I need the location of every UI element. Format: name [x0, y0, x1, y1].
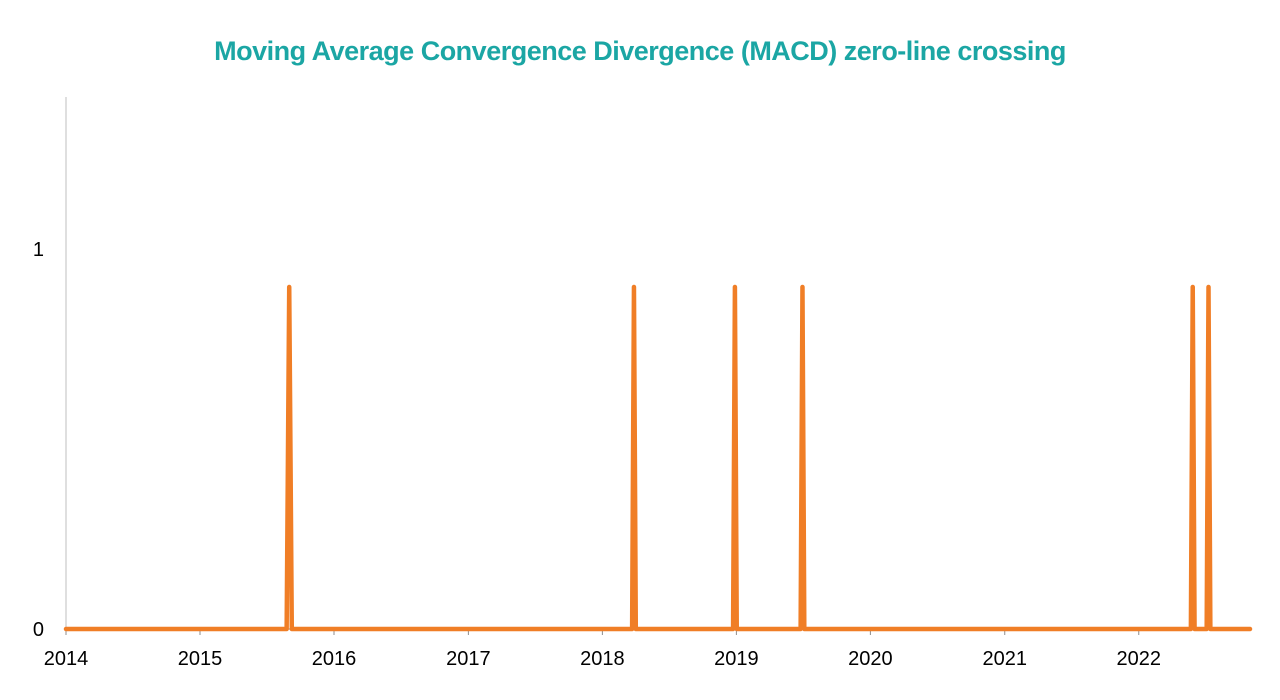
y-axis-ticks: 01 — [33, 239, 44, 641]
x-tick-label: 2020 — [848, 648, 893, 670]
x-tick-label: 2016 — [312, 648, 357, 670]
x-tick-label: 2014 — [44, 648, 89, 670]
y-tick-label: 0 — [33, 619, 44, 641]
x-tick-label: 2017 — [446, 648, 491, 670]
y-tick-label: 1 — [33, 239, 44, 261]
chart-title: Moving Average Convergence Divergence (M… — [214, 36, 1066, 66]
x-axis-ticks: 2014 2015 2016 2017 2018 2019 2020 2021 2022 — [44, 629, 1161, 670]
x-tick-label: 2021 — [983, 648, 1028, 670]
x-tick-label: 2019 — [714, 648, 759, 670]
x-tick-label: 2018 — [580, 648, 625, 670]
series-line — [63, 284, 1253, 632]
x-tick-label: 2015 — [178, 648, 223, 670]
series-points — [65, 286, 1251, 630]
x-tick-label: 2022 — [1117, 648, 1162, 670]
